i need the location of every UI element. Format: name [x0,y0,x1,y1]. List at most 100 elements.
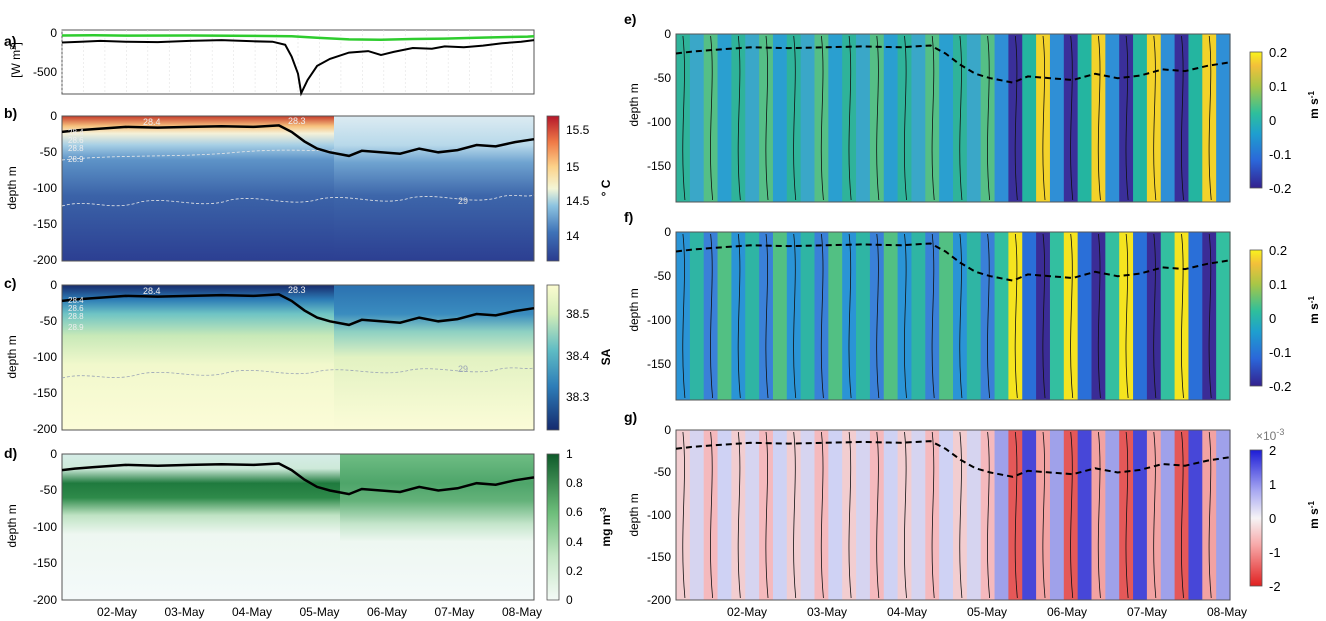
panel-g-colorbar-ticks: 2 1 0 -1 -2 [1269,443,1281,594]
contour-line [959,35,963,201]
contour-line [737,35,741,201]
heatmap-cell [689,430,705,600]
cbar-tick: -1 [1269,545,1281,560]
cbar-tick: 0.2 [566,564,583,578]
xtick-date: 03-May [164,605,204,619]
heatmap-cell [1077,430,1093,600]
cbar-tick: -0.1 [1269,345,1291,360]
contour-line [682,35,686,201]
cbar-tick: 38.3 [566,390,590,404]
panel-d-colorbar-ticks: 1 0.8 0.6 0.4 0.2 0 [566,447,583,607]
heatmap-cell [1022,232,1037,400]
heatmap-cell [745,34,760,202]
panel-e-heatmap [676,34,1231,202]
ytick: -100 [33,181,57,195]
contour-label-29: 29 [458,196,468,206]
heatmap-cell [966,232,982,400]
heatmap-cell [1022,430,1037,600]
panel-f-frame [675,231,1231,401]
heatmap-cell [966,34,982,202]
panel-b-contour-289 [61,149,335,161]
heatmap-cell [1077,34,1093,202]
mixed-layer-depth-dashed-line [675,440,1231,478]
contour-label-284b: 28.4 [68,128,84,137]
heatmap-cell [689,34,705,202]
contour-line [710,35,714,201]
xtick-date: 08-May [1207,605,1247,619]
cbar-tick: 0 [1269,511,1276,526]
contour-line [904,233,907,399]
ytick: -50 [654,269,672,283]
ytick: 0 [50,278,57,292]
cbar-tick: 1 [1269,477,1276,492]
contour-label-289: 28.9 [68,155,84,164]
contour-label-289: 28.9 [68,323,84,332]
xtick-date: 02-May [97,605,137,619]
contour-line [710,431,714,599]
contour-line [848,233,852,399]
cbar-tick: 0.2 [1269,45,1287,60]
contour-line [710,233,714,399]
cbar-tick: 0 [1269,311,1276,326]
cbar-tick: 38.5 [566,307,590,321]
ytick: -150 [647,159,671,173]
contour-line [876,233,880,399]
panel-a: a) [W m2] 0 -500 [4,26,535,97]
heatmap-cell [1216,232,1231,400]
heatmap-cell [883,430,899,600]
panel-f-yticks: 0 -50 -100 -150 [647,225,671,371]
contour-line [1208,431,1212,599]
panel-a-ylabel: [W m2] [9,42,23,78]
heatmap-cell [939,232,954,400]
cbar-tick: -0.2 [1269,181,1291,196]
contour-line [1208,35,1212,201]
contour-line [1070,233,1074,399]
contour-label-29: 29 [458,364,468,374]
panel-e-frame [675,33,1231,203]
panel-d-heatmap-right [340,454,534,600]
contour-line [959,431,963,599]
contour-line [737,431,741,599]
heatmap-cell [856,232,871,400]
contour-line [1181,233,1184,399]
cbar-tick: -0.1 [1269,147,1291,162]
heatmap-cell [966,430,982,600]
panel-a-label: a) [4,33,16,49]
panel-a-ytick-neg500: -500 [33,65,57,79]
cbar-tick: -2 [1269,579,1281,594]
heatmap-cell [1133,34,1148,202]
ytick: -150 [33,556,57,570]
ytick: -150 [33,217,57,231]
cbar-tick: 0.1 [1269,79,1287,94]
heatmap-cell [1133,232,1148,400]
cbar-tick: 1 [566,447,573,461]
ytick: -100 [647,313,671,327]
contour-line [1070,431,1074,599]
cbar-tick: 15 [566,160,580,174]
xtick-date: 07-May [1127,605,1167,619]
cbar-tick: 0.2 [1269,243,1287,258]
heatmap-cell [1188,232,1203,400]
heatmap-cell [772,430,788,600]
panel-c: c) depth m 28.4 28.3 28.4 28.6 28.8 28.9… [4,275,613,436]
heatmap-cell [883,232,899,400]
mixed-layer-depth-line [61,462,535,496]
panel-d-colorbar-label: mg m-3 [599,507,613,547]
panel-c-colorbar [546,284,560,431]
xtick-date: 06-May [1047,605,1087,619]
heatmap-cell [828,232,843,400]
heatmap-cell [1077,232,1093,400]
contour-line [1097,35,1101,201]
panel-e-colorbar-ticks: 0.2 0.1 0 -0.1 -0.2 [1269,45,1291,196]
contour-label-284: 28.4 [143,286,161,296]
heatmap-cell [994,34,1009,202]
panel-c-yticks: 0 -50 -100 -150 -200 [33,278,57,436]
ytick: 0 [664,27,671,41]
contour-label-288: 28.8 [68,144,84,153]
series-black-line [61,39,535,97]
contour-label-288: 28.8 [68,312,84,321]
panel-b-colorbar-ticks: 15.5 15 14.5 14 [566,123,590,243]
xtick-date: 07-May [434,605,474,619]
contour-line [931,233,935,399]
